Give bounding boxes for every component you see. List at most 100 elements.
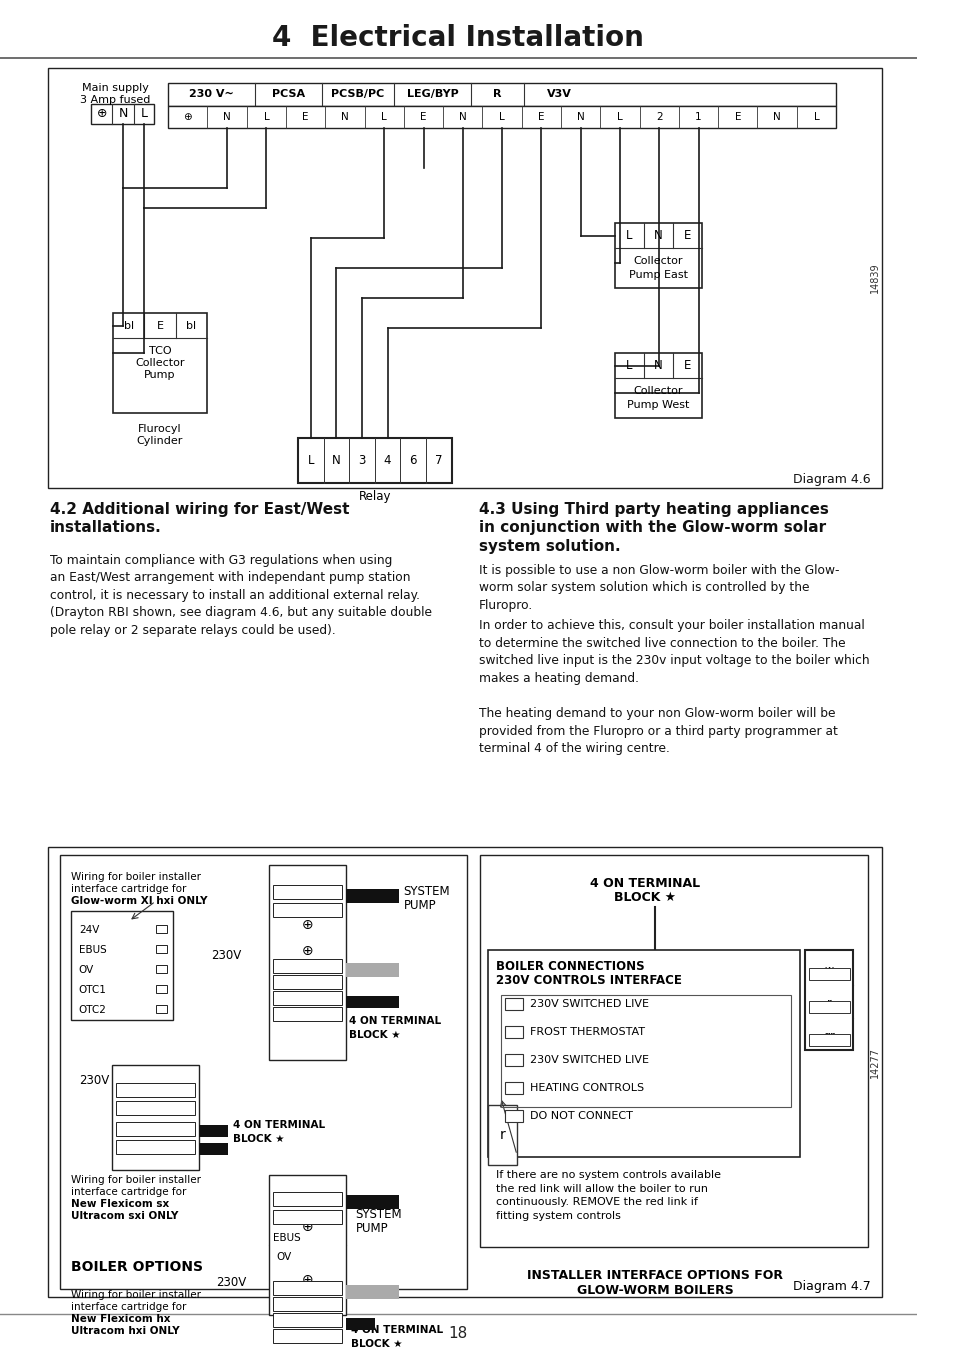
Text: L: L — [498, 112, 504, 122]
Text: L: L — [307, 454, 314, 467]
Text: 230V: 230V — [79, 1073, 109, 1087]
Text: In order to achieve this, consult your boiler installation manual
to determine t: In order to achieve this, consult your b… — [478, 620, 868, 684]
Text: EBUS: EBUS — [273, 1233, 300, 1243]
Text: L: L — [625, 359, 632, 373]
Bar — [155, 986, 167, 994]
Bar — [273, 1210, 342, 1224]
Text: R: R — [493, 89, 501, 100]
Text: BLOCK ★: BLOCK ★ — [614, 891, 676, 903]
Text: OV: OV — [79, 965, 94, 975]
Bar — [505, 1026, 522, 1038]
Text: R: R — [303, 1315, 311, 1324]
Text: N: N — [303, 961, 312, 971]
Text: Diagram 4.6: Diagram 4.6 — [792, 472, 870, 486]
Bar — [273, 1281, 342, 1295]
Text: E: E — [734, 112, 740, 122]
Bar — [505, 1083, 522, 1094]
Bar — [804, 950, 852, 1050]
Text: 1: 1 — [695, 112, 701, 122]
Text: OV: OV — [276, 1251, 292, 1262]
Text: interface cartridge for: interface cartridge for — [71, 884, 186, 894]
Text: Collector: Collector — [135, 358, 185, 367]
Bar — [116, 1139, 194, 1154]
Text: 24V: 24V — [79, 925, 99, 936]
Text: Cylinder: Cylinder — [136, 436, 183, 446]
Text: SYSTEM: SYSTEM — [355, 1208, 402, 1222]
Text: TCO: TCO — [149, 346, 172, 355]
Text: ⊕: ⊕ — [96, 108, 107, 120]
Bar — [269, 1174, 346, 1315]
Text: ⊕: ⊕ — [301, 1220, 313, 1234]
Text: N: N — [118, 108, 128, 120]
Bar — [273, 1007, 342, 1021]
Bar — [808, 968, 848, 980]
Text: R: R — [303, 994, 311, 1003]
Text: Wiring for boiler installer: Wiring for boiler installer — [71, 1289, 201, 1300]
Text: PCSA: PCSA — [272, 89, 305, 100]
Text: To maintain compliance with G3 regulations when using
an East/West arrangement w: To maintain compliance with G3 regulatio… — [50, 554, 432, 637]
Bar — [346, 1195, 398, 1210]
Text: PUMP: PUMP — [403, 899, 436, 911]
Bar — [269, 865, 346, 1060]
Text: 4 ON TERMINAL: 4 ON TERMINAL — [349, 1017, 440, 1026]
Text: If there are no system controls available
the red link will allow the boiler to : If there are no system controls availabl… — [496, 1170, 720, 1220]
Bar — [273, 903, 342, 917]
Text: N: N — [332, 454, 340, 467]
Text: 230V: 230V — [216, 1276, 246, 1289]
Text: BLOCK ★: BLOCK ★ — [233, 1134, 284, 1143]
Text: E: E — [537, 112, 544, 122]
Text: interface cartridge for: interface cartridge for — [71, 1301, 186, 1312]
Text: E: E — [682, 230, 690, 242]
Text: F: F — [304, 1010, 311, 1019]
Text: ⊕: ⊕ — [183, 112, 192, 122]
Bar — [505, 998, 522, 1010]
Bar — [505, 1110, 522, 1122]
Bar — [500, 995, 790, 1107]
Bar — [199, 1143, 228, 1156]
Text: 4 ON TERMINAL: 4 ON TERMINAL — [590, 876, 700, 890]
Text: L: L — [381, 112, 387, 122]
Text: 230V SWITCHED LIVE: 230V SWITCHED LIVE — [529, 1056, 648, 1065]
Text: The heating demand to your non Glow-worm boiler will be
provided from the Flurop: The heating demand to your non Glow-worm… — [478, 707, 837, 756]
Text: INSTALLER INTERFACE OPTIONS FOR
GLOW-WORM BOILERS: INSTALLER INTERFACE OPTIONS FOR GLOW-WOR… — [526, 1269, 782, 1297]
Bar — [273, 1192, 342, 1206]
Text: FROST THERMOSTAT: FROST THERMOSTAT — [529, 1027, 644, 1037]
Text: F: F — [304, 1299, 311, 1310]
Text: w: w — [824, 965, 833, 975]
Bar — [346, 1318, 375, 1330]
Text: PUMP: PUMP — [355, 1223, 388, 1235]
Text: Diagram 4.7: Diagram 4.7 — [792, 1280, 870, 1293]
Text: 7: 7 — [435, 454, 442, 467]
Text: 4.2 Additional wiring for East/West
installations.: 4.2 Additional wiring for East/West inst… — [50, 502, 349, 535]
Text: N: N — [773, 112, 781, 122]
Bar — [168, 82, 835, 105]
Text: Pump West: Pump West — [626, 400, 689, 409]
Text: Glow-worm XI hxi ONLY: Glow-worm XI hxi ONLY — [71, 896, 208, 906]
Bar — [91, 104, 153, 124]
Text: Wiring for boiler installer: Wiring for boiler installer — [71, 1174, 201, 1185]
Text: 4 ON TERMINAL: 4 ON TERMINAL — [233, 1120, 324, 1130]
Text: bl: bl — [186, 321, 196, 331]
Bar — [297, 437, 451, 482]
Text: It is possible to use a non Glow-worm boiler with the Glow-
worm solar system so: It is possible to use a non Glow-worm bo… — [478, 563, 839, 612]
Text: HEATING CONTROLS: HEATING CONTROLS — [529, 1083, 643, 1094]
Text: BOILER CONNECTIONS: BOILER CONNECTIONS — [496, 960, 644, 973]
Text: LEG/BYP: LEG/BYP — [406, 89, 457, 100]
Bar — [273, 991, 342, 1006]
Bar — [480, 856, 867, 1247]
Text: BLOCK ★: BLOCK ★ — [351, 1339, 402, 1349]
Text: Pump: Pump — [144, 370, 175, 379]
Text: Ultracom sxi ONLY: Ultracom sxi ONLY — [71, 1211, 178, 1220]
Text: L: L — [304, 1211, 311, 1220]
Text: 4: 4 — [383, 454, 391, 467]
Text: L: L — [304, 904, 311, 914]
Text: N: N — [152, 1084, 160, 1094]
Text: E: E — [420, 112, 426, 122]
Text: 230 V~: 230 V~ — [189, 89, 233, 100]
Bar — [168, 105, 835, 128]
Bar — [155, 945, 167, 953]
Text: New Flexicom sx: New Flexicom sx — [71, 1199, 170, 1210]
Bar — [59, 856, 467, 1289]
Bar — [615, 223, 700, 288]
Bar — [488, 1106, 517, 1165]
